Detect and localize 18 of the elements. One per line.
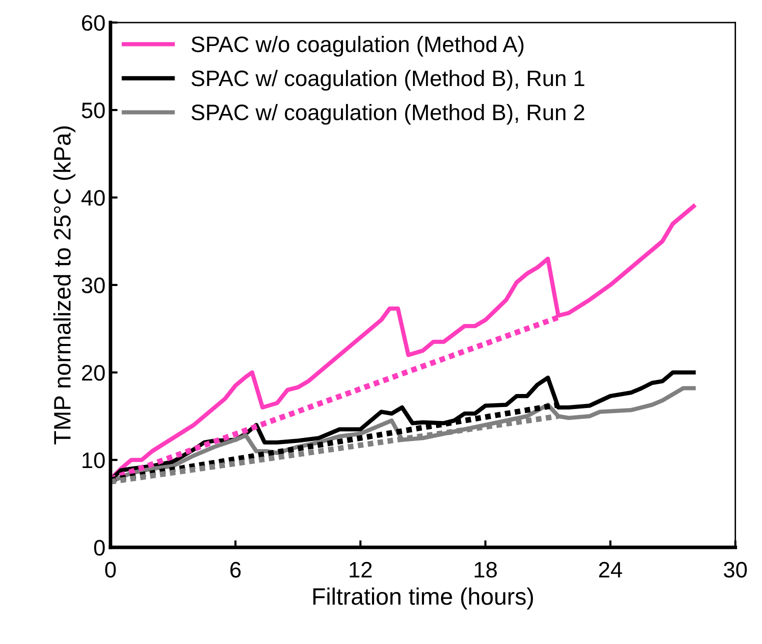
y-tick-label: 60	[82, 15, 105, 31]
x-tick-label: 6	[230, 562, 241, 578]
legend-label: SPAC w/ coagulation (Method B), Run 2	[192, 104, 584, 125]
y-axis-title: TMP normalized to 25°C (kPa)	[53, 126, 76, 444]
x-tick-label: 18	[474, 562, 497, 578]
y-tick-label: 20	[82, 364, 105, 381]
x-tick-label: 0	[105, 562, 116, 578]
y-tick-label: 40	[81, 190, 105, 206]
legend-label: SPAC w/o coagulation (Method A)	[192, 36, 524, 57]
x-axis-title: Filtration time (hours)	[313, 588, 533, 610]
x-tick-label: 24	[599, 562, 622, 578]
y-tick-label: 0	[94, 540, 105, 556]
y-tick-label: 10	[82, 452, 105, 468]
x-tick-label: 30	[724, 562, 747, 578]
y-tick-label: 30	[82, 278, 105, 294]
x-tick-label: 12	[350, 562, 372, 578]
y-tick-label: 50	[82, 102, 105, 118]
legend-label: SPAC w/ coagulation (Method B), Run 1	[192, 70, 584, 91]
